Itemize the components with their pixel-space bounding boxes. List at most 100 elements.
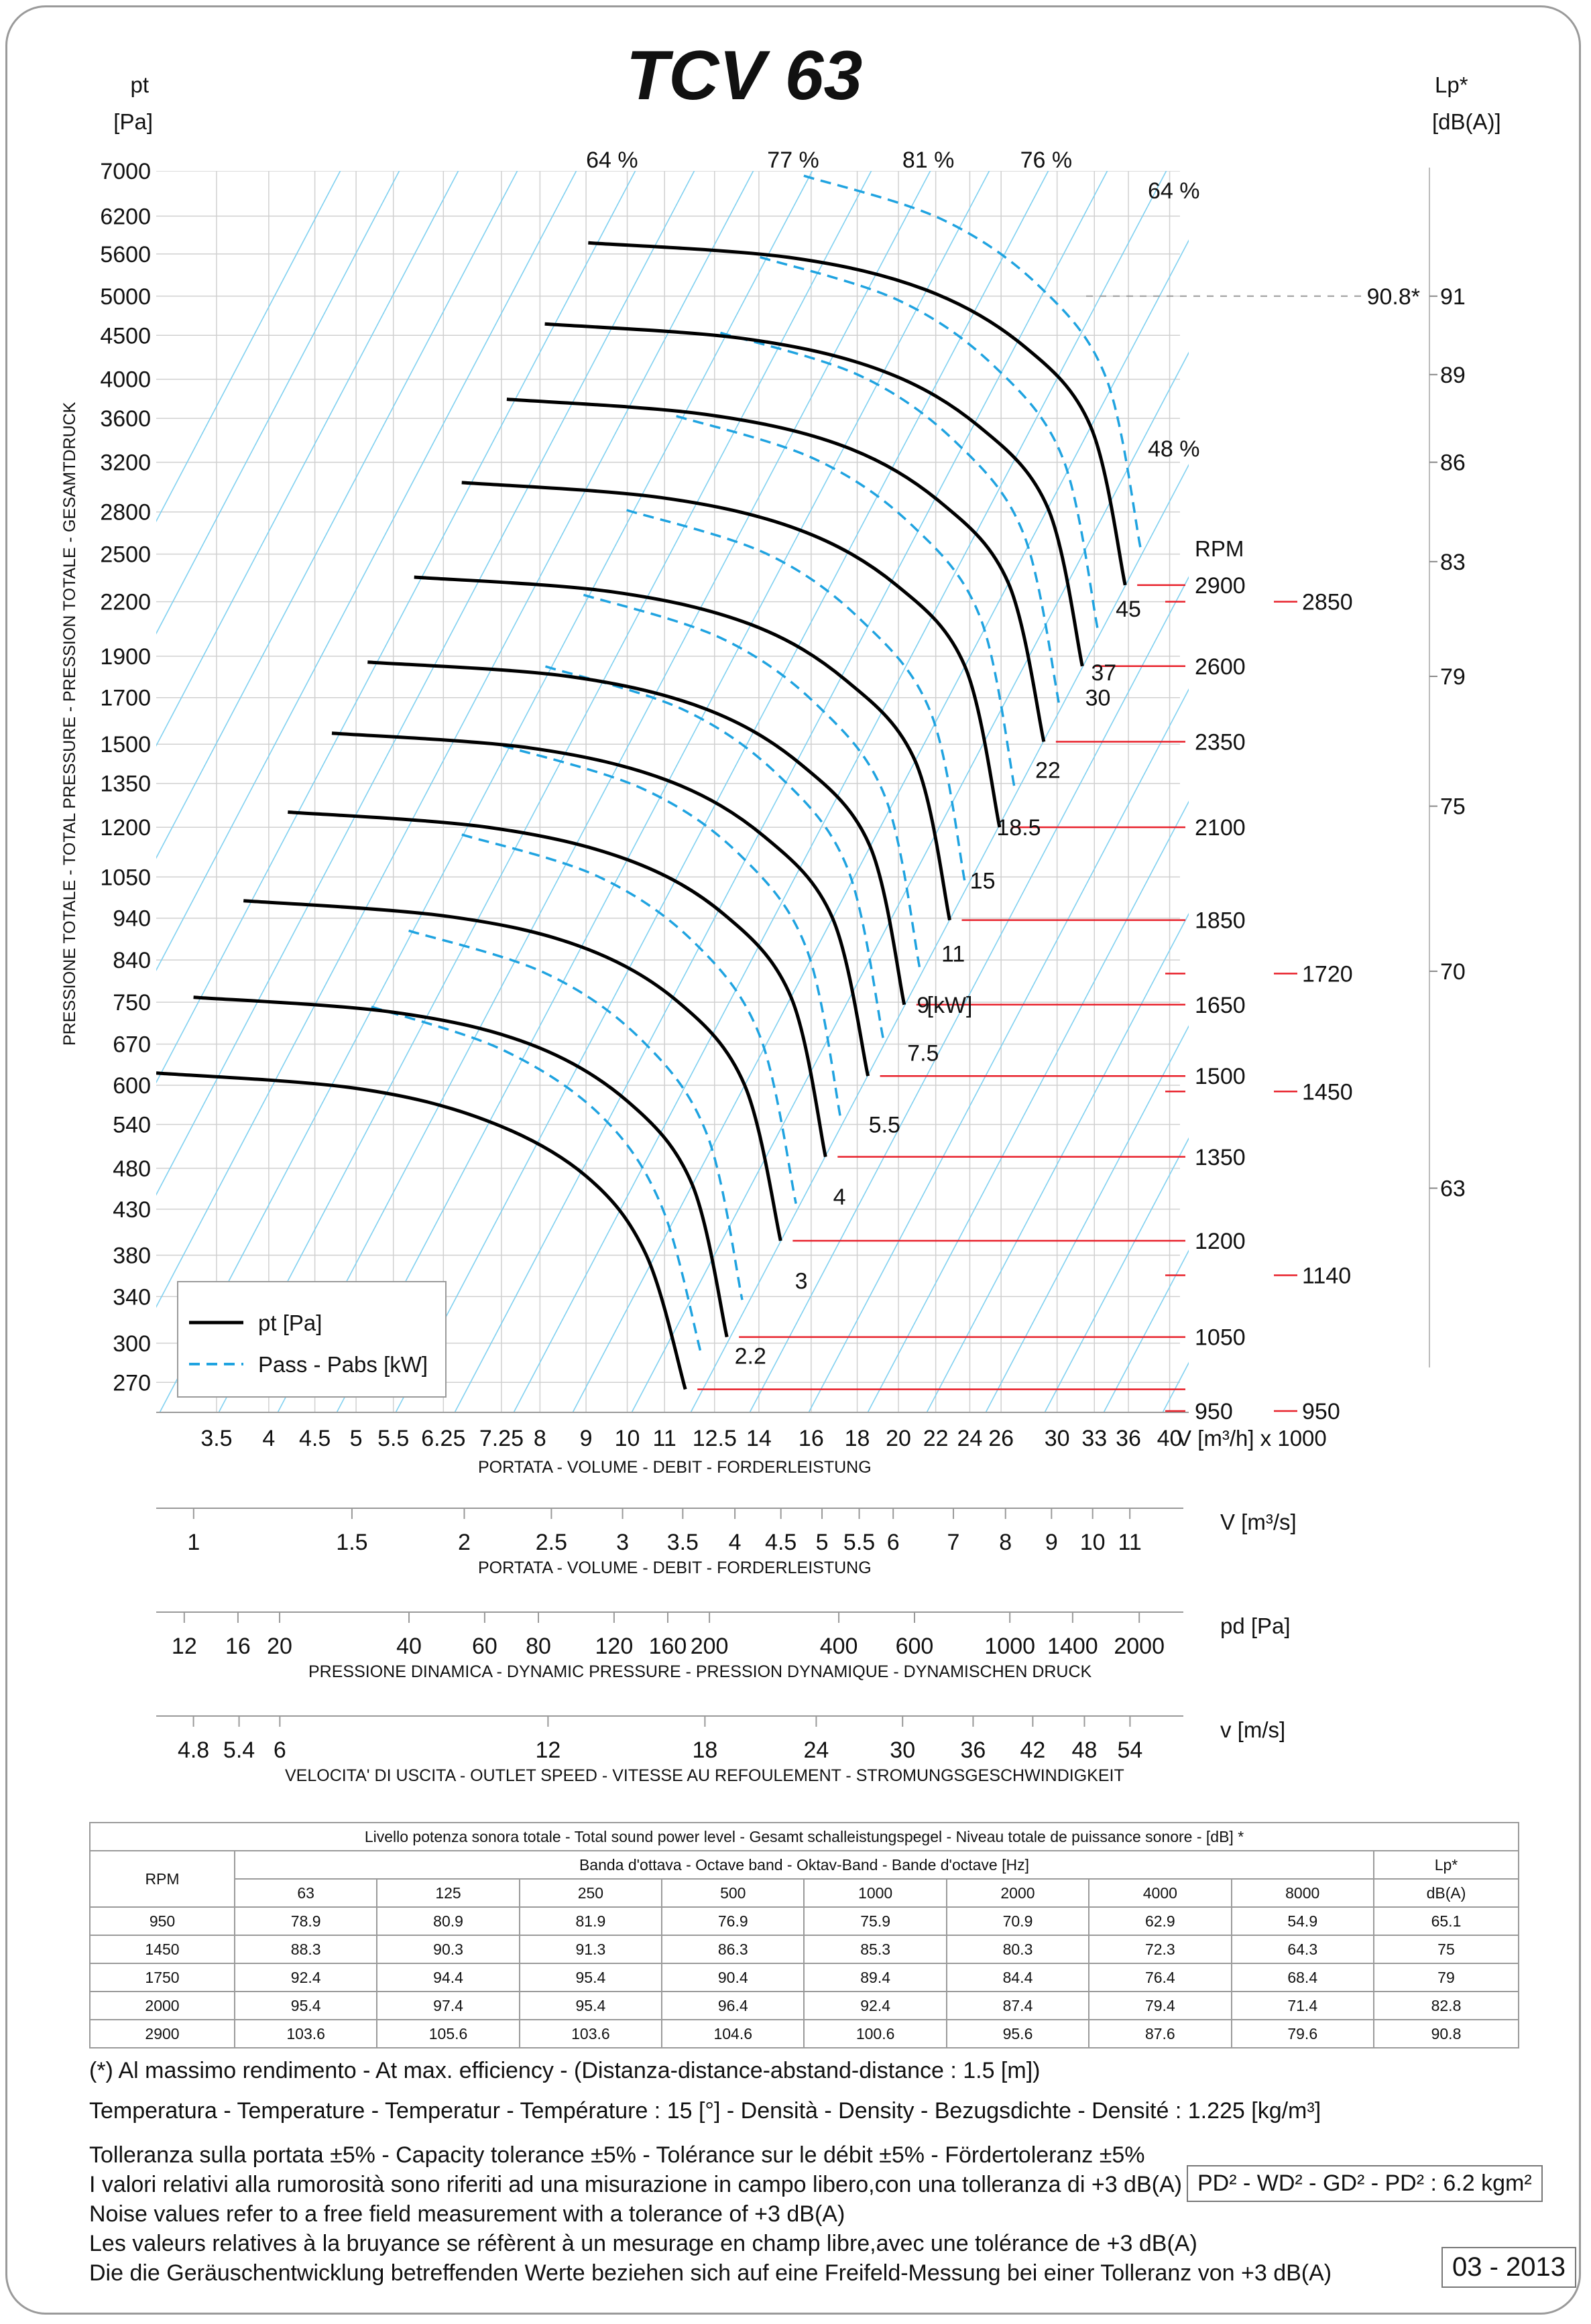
row-band-value: 100.6: [803, 2019, 947, 2048]
pt-curve-2350: [506, 397, 1046, 743]
system-line: [513, 171, 1167, 1412]
power-curve-1200: [461, 833, 797, 1204]
y-tick-5600: 5600: [100, 242, 151, 267]
kw-label-11: 11: [941, 941, 965, 967]
kw-label-4: 4: [833, 1184, 846, 1210]
aux-tick-160: 160: [649, 1634, 687, 1659]
system-line: [156, 171, 754, 1308]
power-curve-1050: [408, 929, 744, 1300]
x-tick-5.5: 5.5: [377, 1426, 409, 1451]
y-tick-2800: 2800: [100, 500, 151, 526]
power-curve-1350: [502, 744, 842, 1120]
pt-curve-1500: [331, 731, 870, 1077]
y-tick-4500: 4500: [100, 323, 151, 349]
pd2-box: PD² - WD² - GD² - PD² : 6.2 kgm²: [1187, 2165, 1543, 2202]
sound-table-body: 950 78.9 80.9 81.9 76.9 75.9 70.9 62.9 54.9 65.1 1…: [89, 1906, 1520, 2048]
note-conditions: Temperatura - Temperature - Temperatur -…: [89, 2098, 1321, 2124]
band-1000: 1000: [803, 1878, 947, 1908]
pressure-curves: [156, 241, 1127, 1390]
aux-tick-1400: 1400: [1047, 1634, 1098, 1659]
system-line: [1103, 1249, 1189, 1412]
x-tick-33: 33: [1081, 1426, 1107, 1451]
system-line: [867, 800, 1189, 1412]
power-curves: [371, 174, 1142, 1353]
power-curve-2600: [760, 255, 1099, 629]
system-line: [1395, 37, 1591, 1419]
row-band-value: 97.4: [376, 1991, 520, 2020]
aux-tick-48: 48: [1072, 1737, 1098, 1763]
sound-table-caption: Livello potenza sonora totale - Total so…: [89, 1822, 1519, 1851]
x-tick-20: 20: [886, 1426, 911, 1451]
sound-table-row: 1750 92.4 94.4 95.4 90.4 89.4 84.4 76.4 68.4 79: [89, 1963, 1520, 1992]
row-lp: 79: [1372, 1963, 1520, 1992]
y2-tick-91: 91: [1440, 284, 1466, 310]
rpm-extra-950: 950: [1302, 1399, 1340, 1424]
pt-curve-1350: [288, 810, 827, 1158]
y-tick-340: 340: [113, 1284, 151, 1310]
aux-tick-2: 2: [458, 1530, 471, 1555]
system-line: [808, 688, 1189, 1412]
legend-pt: pt [Pa]: [258, 1310, 322, 1335]
row-lp: 90.8: [1372, 2019, 1520, 2048]
row-rpm: 950: [89, 1906, 235, 1936]
auxiliary-scales: 1 1.5 2 2.5 3 3.5 4 4.5 5 5.5 6 7 8 9 10 11 V [m³/s] PORT…: [156, 1508, 1297, 1785]
row-band-value: 72.3: [1088, 1935, 1232, 1964]
sound-table-lp-header: Lp*: [1372, 1850, 1520, 1880]
system-line: [749, 576, 1189, 1412]
aux-tick-12: 12: [535, 1737, 561, 1763]
system-line: [218, 171, 872, 1412]
y-tick-7000: 7000: [100, 159, 151, 184]
sound-table-row: 1450 88.3 90.3 91.3 86.3 85.3 80.3 72.3 64.3 75: [89, 1935, 1520, 1964]
pt-curve-1650: [367, 660, 906, 1005]
efficiency-label: 76 %: [1020, 147, 1073, 173]
aux-tick-10: 10: [1080, 1530, 1106, 1555]
system-line: [631, 351, 1189, 1412]
row-rpm: 1750: [89, 1963, 235, 1992]
y-tick-3200: 3200: [100, 450, 151, 476]
y-tick-480: 480: [113, 1156, 151, 1182]
kw-label-15: 15: [970, 869, 996, 894]
system-line: [156, 171, 518, 859]
system-line: [156, 171, 695, 1196]
rpm-label-2600: 2600: [1195, 654, 1246, 680]
system-line: [1454, 37, 1591, 1419]
pt-curve-2100: [461, 481, 1002, 828]
power-curve-950: [371, 1005, 702, 1353]
aux-tick-6: 6: [887, 1530, 900, 1555]
y-tick-540: 540: [113, 1112, 151, 1138]
x-tick-8: 8: [534, 1426, 546, 1451]
sound-table-rpm-header: RPM: [89, 1850, 235, 1908]
row-lp: 75: [1372, 1935, 1520, 1964]
row-band-value: 90.3: [376, 1935, 520, 1964]
aux-tick-54: 54: [1118, 1737, 1143, 1763]
rpm-label-1850: 1850: [1195, 908, 1246, 934]
y-tick-4000: 4000: [100, 367, 151, 393]
row-band-value: 80.9: [376, 1906, 520, 1936]
efficiency-label: 81 %: [902, 147, 955, 173]
efficiency-label: 77 %: [767, 147, 819, 173]
x-tick-9: 9: [580, 1426, 593, 1451]
row-band-value: 96.4: [661, 1991, 805, 2020]
rpm-extra-1720: 1720: [1302, 961, 1353, 987]
pt-curve-950: [156, 1071, 687, 1390]
y-axis-label: pt: [130, 72, 149, 97]
row-lp: 65.1: [1372, 1906, 1520, 1936]
y2-tick-89: 89: [1440, 363, 1466, 388]
efficiency-label: 64 %: [1148, 178, 1200, 204]
aux-tick-11: 11: [1118, 1530, 1142, 1555]
system-line: [156, 171, 341, 523]
power-curve-1850: [626, 509, 967, 883]
aux-tick-4.8: 4.8: [178, 1737, 209, 1763]
row-band-value: 54.9: [1230, 1906, 1374, 1936]
system-line: [156, 171, 400, 635]
aux-tick-5.4: 5.4: [223, 1737, 255, 1763]
y2-tick-79: 79: [1440, 664, 1466, 690]
x-axis-caption: PORTATA - VOLUME - DEBIT - FORDERLEISTUN…: [478, 1458, 872, 1477]
note-line-5: Die die Geräuschentwicklung betreffenden…: [89, 2260, 1332, 2286]
row-rpm: 2900: [89, 2019, 235, 2048]
x-tick-24: 24: [957, 1426, 983, 1451]
row-band-value: 104.6: [661, 2019, 805, 2048]
aux-caption: VELOCITA' DI USCITA - OUTLET SPEED - VIT…: [285, 1766, 1124, 1785]
system-line: [1044, 1137, 1189, 1412]
system-line: [1513, 37, 1591, 1419]
